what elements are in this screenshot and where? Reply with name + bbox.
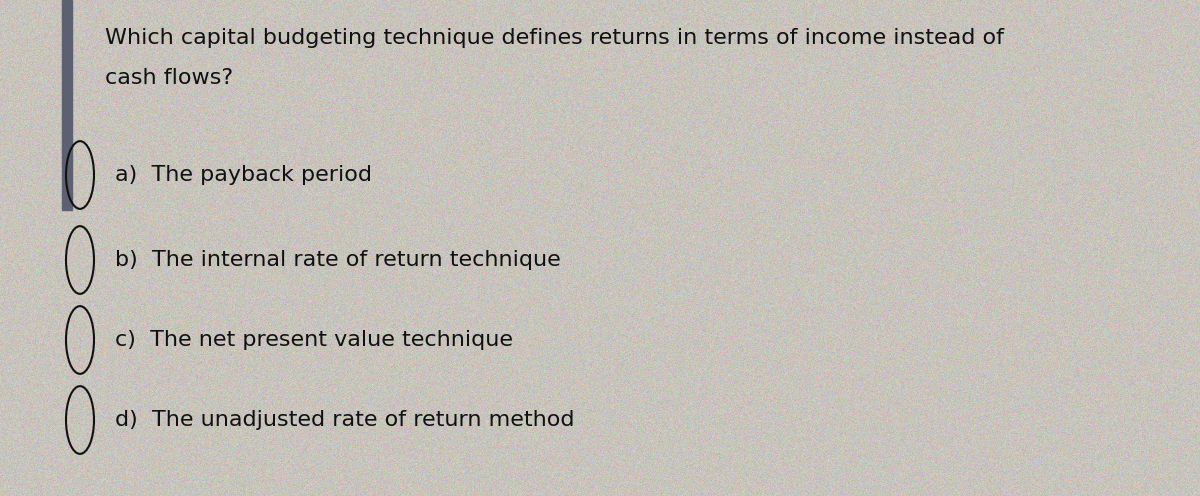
Text: b)  The internal rate of return technique: b) The internal rate of return technique <box>115 250 560 270</box>
Text: d)  The unadjusted rate of return method: d) The unadjusted rate of return method <box>115 410 575 430</box>
Text: Which capital budgeting technique defines returns in terms of income instead of: Which capital budgeting technique define… <box>106 28 1004 48</box>
Text: cash flows?: cash flows? <box>106 68 233 88</box>
Bar <box>62 0 72 210</box>
Text: a)  The payback period: a) The payback period <box>115 165 372 185</box>
Text: c)  The net present value technique: c) The net present value technique <box>115 330 514 350</box>
